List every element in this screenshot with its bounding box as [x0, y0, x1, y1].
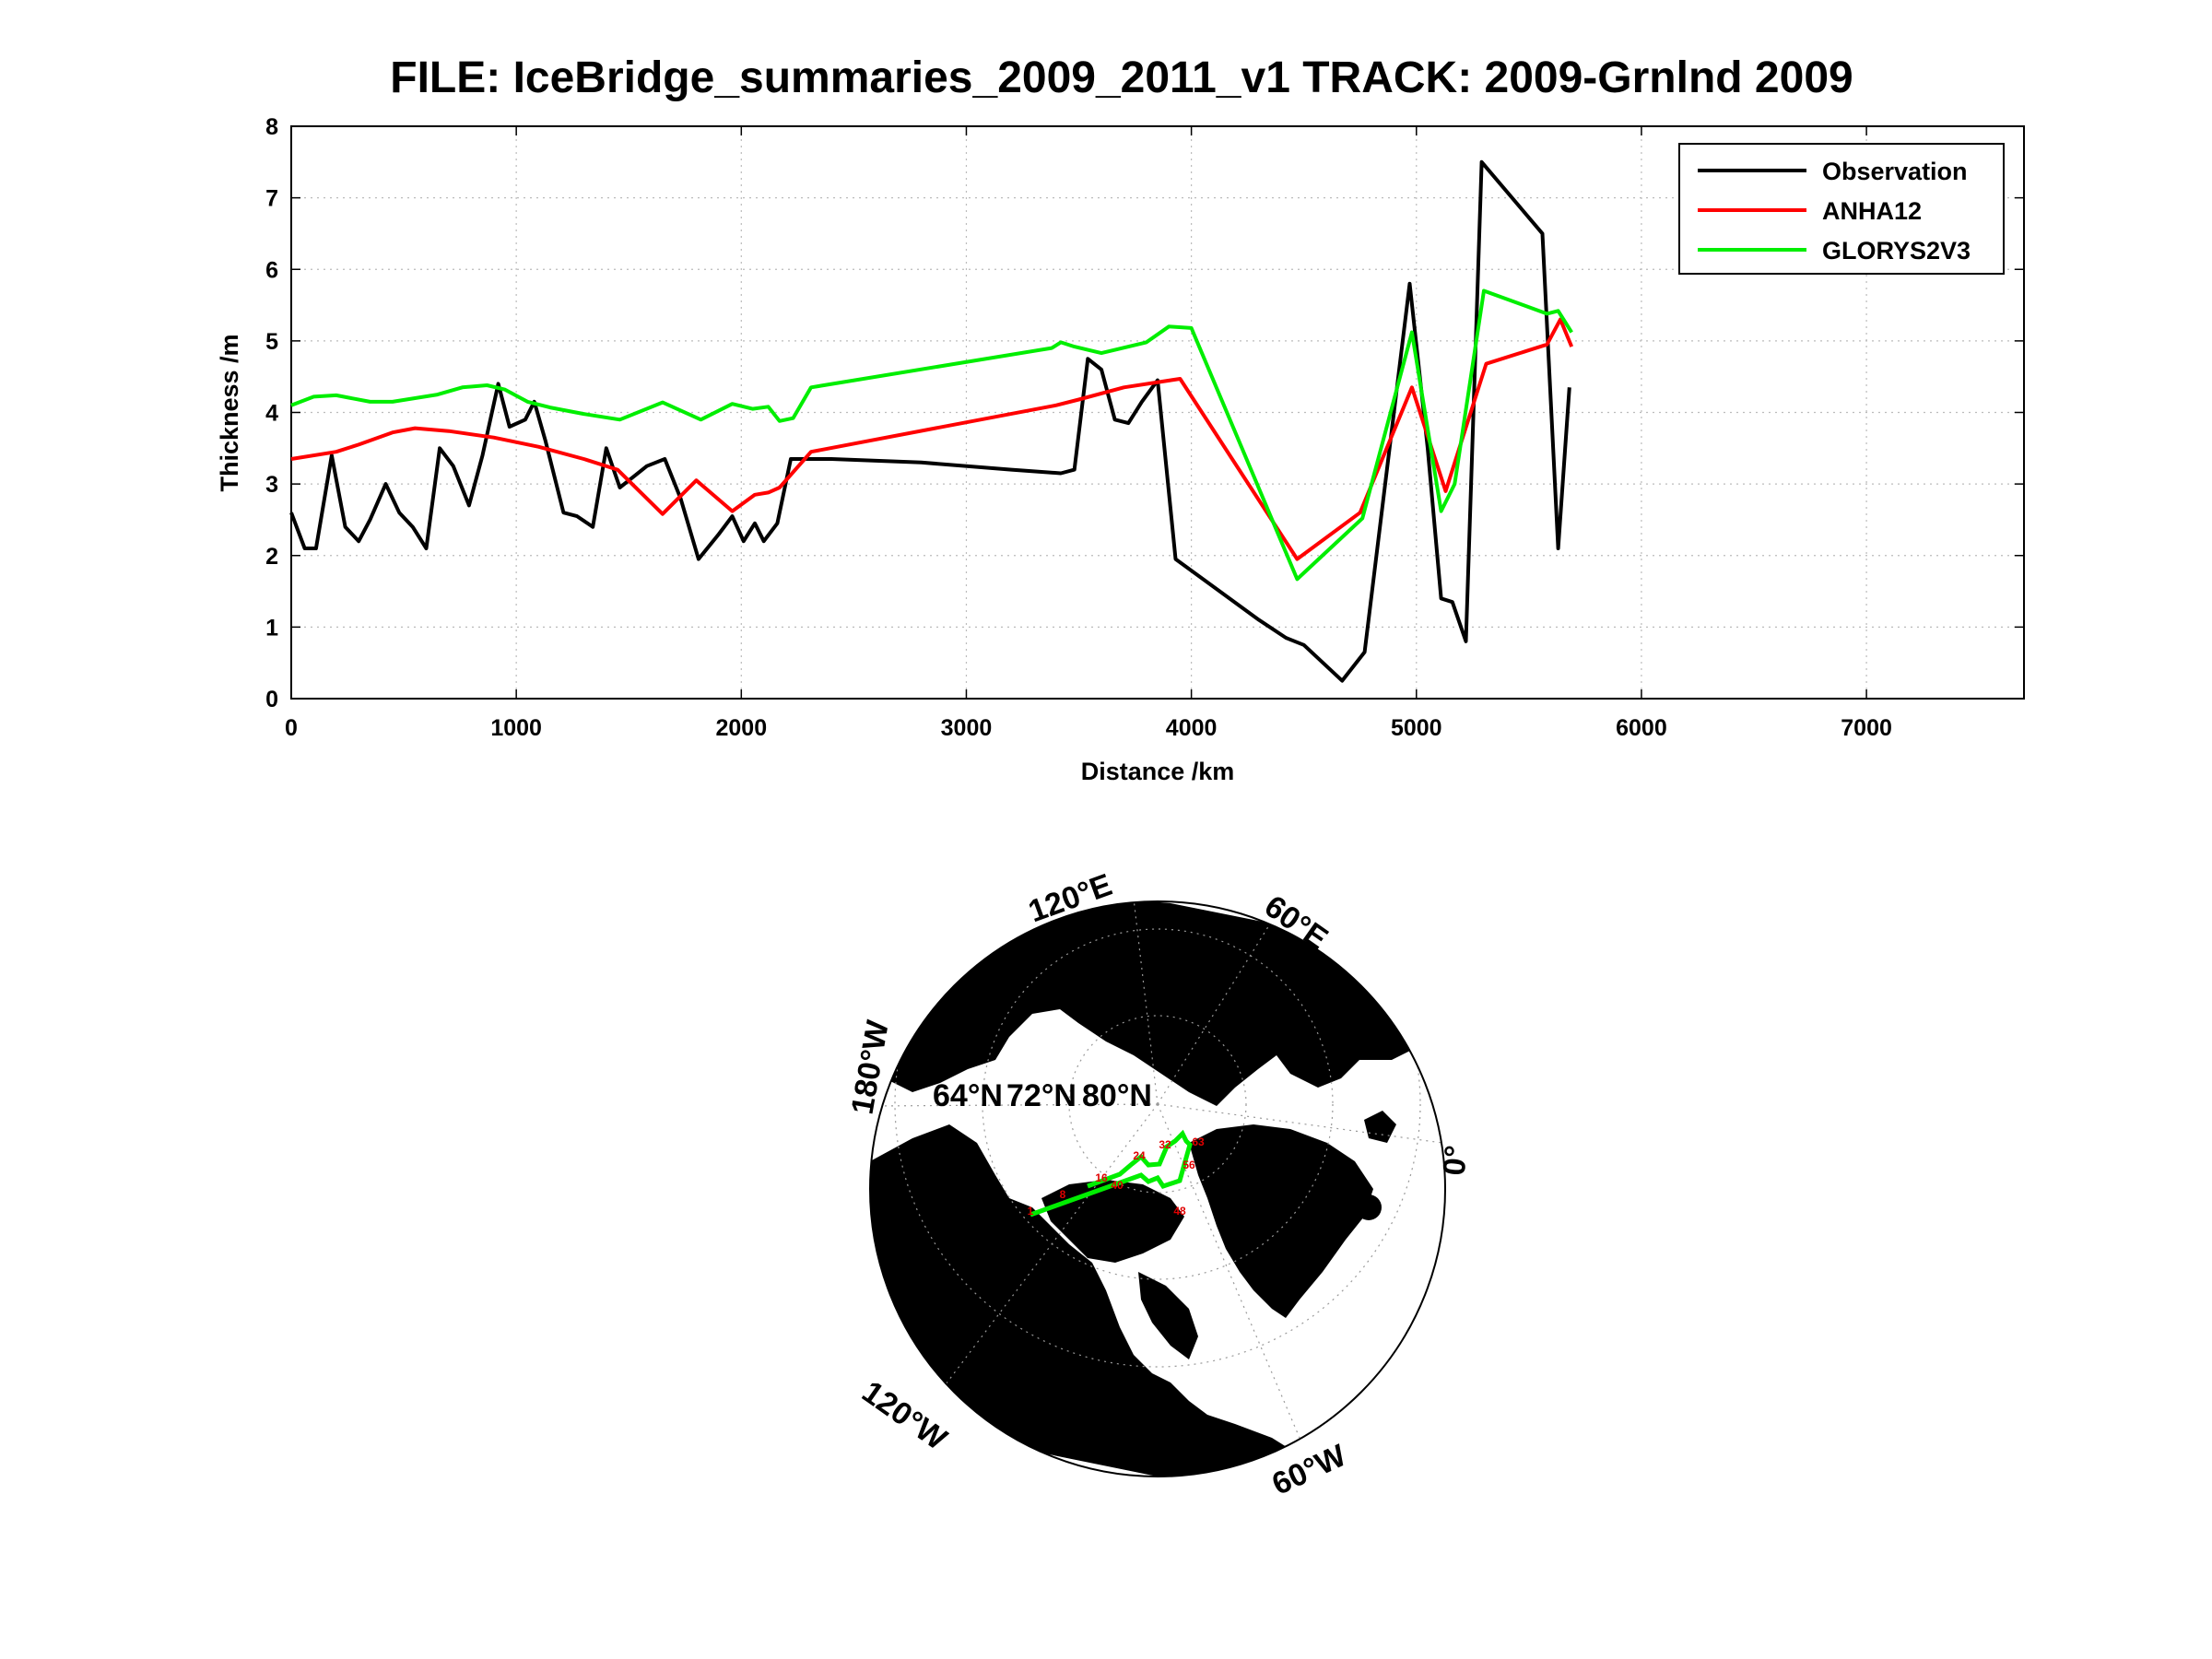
track-point-labels: 1 8 16 24 32 40 48 56 63	[1028, 1135, 1205, 1218]
track-point-label: 32	[1159, 1138, 1171, 1151]
chart-legend: Observation ANHA12 GLORYS2V3	[1678, 143, 2005, 275]
series-line-observation	[289, 159, 1571, 683]
latitude-circle	[982, 928, 1334, 1280]
track-point-label: 48	[1173, 1205, 1186, 1218]
thickness-chart: 0 1000 2000 3000 4000 5000 6000 7000 0 1 2 3 4 5 6 7 8 D…	[216, 114, 2025, 785]
y-tick-label: 4	[265, 401, 278, 427]
x-axis-label: Distance /km	[1081, 758, 1235, 785]
x-tick-label: 1000	[490, 715, 542, 741]
y-tick-label: 1	[265, 615, 278, 641]
baffin-island	[1138, 1272, 1198, 1359]
x-tick-label: 4000	[1166, 715, 1218, 741]
north-america-landmass	[870, 1124, 1346, 1477]
y-tick-label: 2	[265, 544, 278, 570]
latitude-circle	[894, 901, 1421, 1368]
track-point-label: 8	[1060, 1188, 1066, 1201]
ice-track-line	[1030, 1129, 1193, 1218]
series-lines	[289, 159, 1574, 683]
svalbard-islands	[1364, 1111, 1396, 1143]
longitude-gridline	[1157, 1103, 1443, 1144]
y-tick-label: 3	[265, 472, 278, 498]
x-tick-label: 5000	[1391, 715, 1442, 741]
y-tick-label: 8	[265, 114, 278, 140]
x-tick-label: 2000	[715, 715, 767, 741]
y-tick-label: 7	[265, 186, 278, 212]
y-axis-label: Thickness /m	[216, 334, 243, 491]
y-tick-label: 0	[265, 687, 278, 712]
track-point-label: 56	[1182, 1159, 1195, 1171]
x-tick-label: 7000	[1841, 715, 1892, 741]
legend-entry: GLORYS2V3	[1822, 237, 1971, 265]
figure-title: FILE: IceBridge_summaries_2009_2011_v1 T…	[390, 53, 1853, 102]
latitude-gridlines	[870, 901, 1443, 1439]
legend-entry: Observation	[1822, 158, 1968, 185]
series-line-anha12	[290, 317, 1574, 561]
longitude-label: 120°W	[855, 1374, 953, 1457]
track-point-label: 63	[1192, 1135, 1205, 1148]
track-point-label: 24	[1133, 1149, 1146, 1162]
axis-ticks: 0 1000 2000 3000 4000 5000 6000 7000 0 1 2 3 4 5 6 7 8	[265, 114, 2024, 741]
latitude-label: 72°N	[1006, 1078, 1077, 1113]
series-line-glorys2v3	[290, 288, 1573, 582]
x-tick-label: 0	[285, 715, 298, 741]
latitude-label: 64°N	[933, 1078, 1003, 1113]
track-point-label: 16	[1095, 1171, 1108, 1184]
longitude-gridline	[1157, 1103, 1300, 1439]
y-tick-label: 5	[265, 329, 278, 355]
x-tick-label: 3000	[941, 715, 993, 741]
legend-entry: ANHA12	[1822, 197, 1922, 225]
latitude-label: 80°N	[1082, 1078, 1152, 1113]
chart-grid	[291, 126, 2024, 699]
longitude-gridline	[1133, 901, 1159, 1105]
track-point-label: 1	[1028, 1205, 1034, 1218]
latitude-circle	[1068, 1015, 1247, 1194]
y-tick-label: 6	[265, 257, 278, 283]
latitude-labels: 64°N 72°N 80°N	[933, 1078, 1152, 1113]
x-tick-label: 6000	[1616, 715, 1667, 741]
novaya-zemlya	[1373, 977, 1401, 1005]
arctic-archipelago	[1041, 1180, 1184, 1263]
longitude-gridline	[870, 1103, 1159, 1107]
iceland	[1356, 1194, 1382, 1220]
longitude-label: 0°	[1437, 1144, 1475, 1177]
map-border	[869, 900, 1446, 1477]
greenland-landmass	[1189, 1124, 1373, 1318]
track-point-label: 40	[1111, 1179, 1124, 1192]
longitude-gridline	[1157, 901, 1287, 1105]
